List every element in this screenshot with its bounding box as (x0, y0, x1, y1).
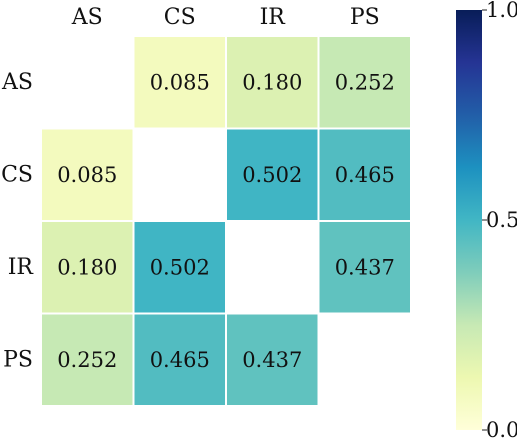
cell-value-label: 0.465 (335, 163, 395, 187)
colorbar (456, 10, 482, 430)
cell-value-label: 0.502 (242, 163, 302, 187)
heatmap-cell (227, 37, 318, 128)
heatmap-cell (134, 222, 225, 313)
cell-value-label: 0.085 (57, 163, 117, 187)
cell-value-label: 0.437 (335, 255, 395, 279)
column-label: IR (260, 5, 287, 30)
heatmap-cell (227, 129, 318, 220)
colorbar-tick-label: 1.0 (486, 0, 517, 22)
column-labels: AS CS IR PS (71, 5, 380, 30)
cell-value-label: 0.180 (57, 255, 117, 279)
heatmap-cell (42, 129, 133, 220)
heatmap-cell (319, 222, 410, 313)
cell-value-label: 0.252 (57, 348, 117, 372)
heatmap-cell (319, 37, 410, 128)
column-label: AS (71, 5, 103, 30)
cell-value-label: 0.465 (150, 348, 210, 372)
column-label: PS (350, 5, 380, 30)
row-label: CS (1, 162, 33, 187)
cell-value-label: 0.437 (242, 348, 302, 372)
cell-value-label: 0.252 (335, 70, 395, 94)
cell-value-label: 0.085 (150, 70, 210, 94)
cell-value-label: 0.180 (242, 70, 302, 94)
colorbar-ticks: 0.0 0.5 1.0 (482, 0, 517, 442)
heatmap-cell (319, 129, 410, 220)
column-label: CS (164, 5, 196, 30)
row-label: AS (1, 70, 33, 95)
heatmap-cell (134, 314, 225, 405)
heatmap-cell (42, 314, 133, 405)
heatmap-cell (227, 314, 318, 405)
cell-value-label: 0.502 (150, 255, 210, 279)
colorbar-tick-label: 0.5 (486, 208, 517, 232)
heatmap-cell (42, 222, 133, 313)
row-label: PS (3, 347, 33, 372)
row-labels: AS CS IR PS (1, 70, 34, 373)
colorbar-tick-label: 0.0 (486, 418, 517, 442)
heatmap-cells: 0.085 0.180 0.252 0.085 0.502 0.465 0.180 0.502… (42, 37, 410, 405)
row-label: IR (8, 255, 35, 280)
heatmap-cell (134, 37, 225, 128)
